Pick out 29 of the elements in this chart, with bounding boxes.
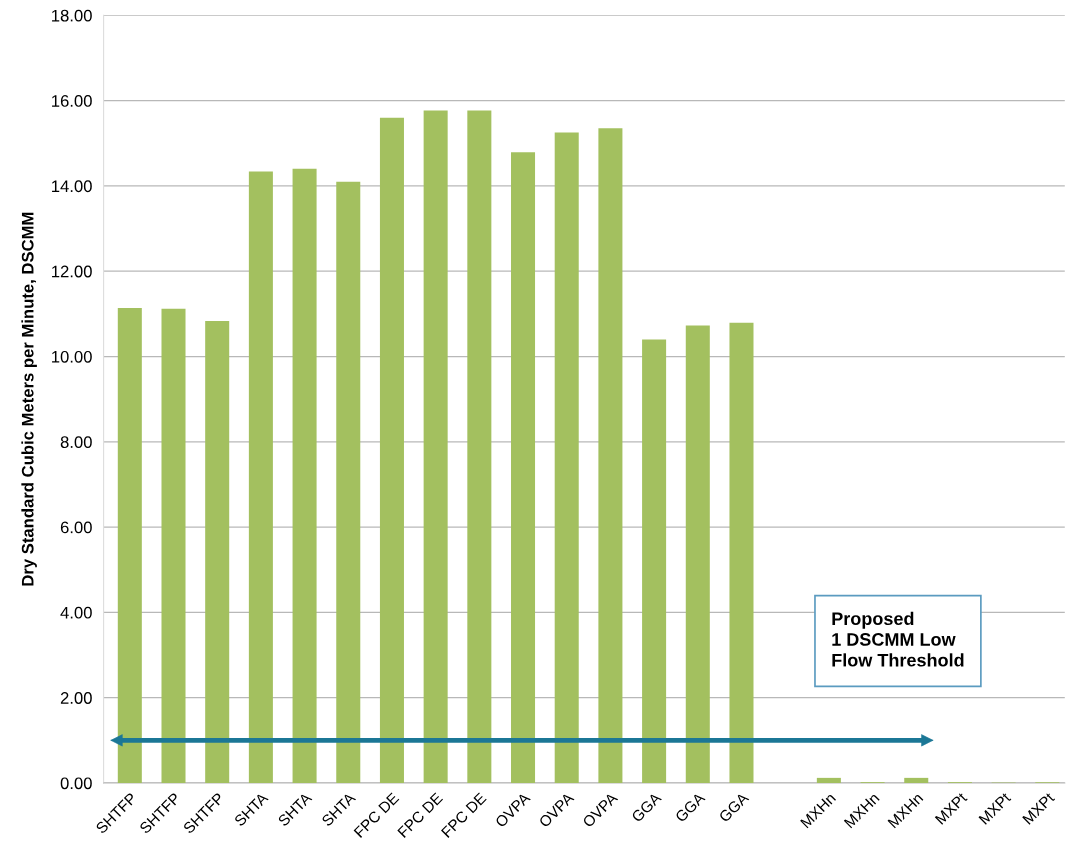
y-tick-label: 4.00 [60, 606, 92, 619]
bar [117, 307, 142, 783]
y-tick-label: 16.00 [52, 95, 92, 107]
bar [336, 181, 361, 783]
bar [292, 168, 317, 783]
bar [816, 777, 841, 783]
bar [423, 110, 448, 783]
bar [205, 321, 230, 783]
y-tick-label: 14.00 [52, 180, 92, 193]
bar [642, 339, 667, 783]
y-tick-label: 2.00 [60, 692, 92, 704]
y-tick-label: 12.00 [52, 265, 92, 278]
bar [467, 110, 492, 783]
y-tick-label: 10.00 [52, 350, 92, 363]
bar [685, 325, 710, 783]
bar [904, 777, 929, 783]
bar [554, 132, 579, 783]
bar [161, 308, 186, 783]
bar [379, 117, 404, 783]
annotation: Proposed 1 DSCMM Low Flow Threshold [832, 611, 964, 667]
y-axis-title: Dry Standard Cubic Meters per Minute, DSCMM [21, 212, 37, 586]
bar [729, 322, 754, 783]
y-tick-label: 18.00 [52, 9, 92, 22]
bar [511, 152, 536, 783]
bar [248, 171, 273, 783]
y-tick-label: 8.00 [60, 436, 92, 449]
bar [598, 128, 623, 783]
y-tick-label: 0.00 [60, 777, 92, 790]
y-tick-label: 6.00 [60, 521, 92, 534]
